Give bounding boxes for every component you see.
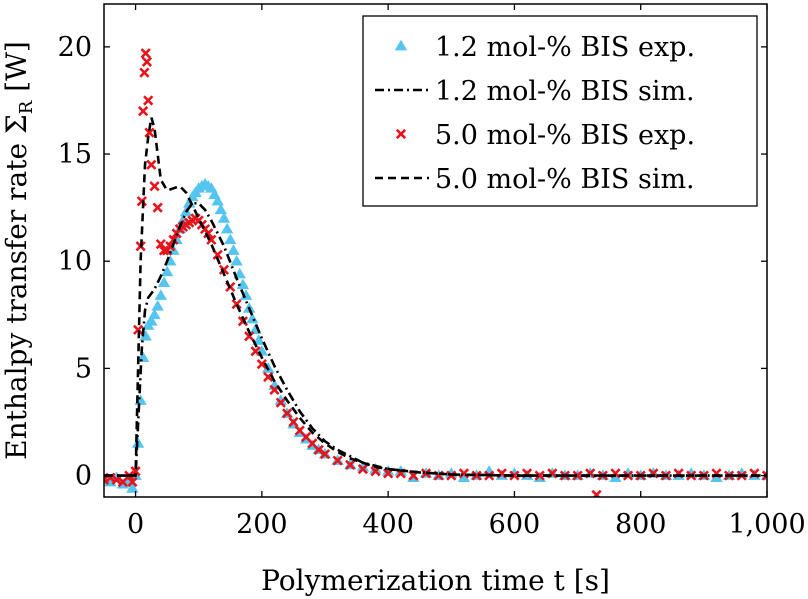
axis-ticks [104,4,768,497]
data-point [281,408,293,419]
x-tick-label: 800 [615,509,667,540]
data-point [458,468,470,479]
data-point [274,394,287,405]
data-point [246,312,259,324]
data-point [154,289,168,300]
data-point [149,181,160,192]
legend-item: 1.2 mol-% BIS exp. [394,32,695,63]
y-tick-label: 20 [58,32,92,63]
data-point [239,289,253,300]
series-3 [104,48,767,497]
data-point [231,298,242,310]
x-tick-label: 200 [236,509,288,540]
data-point [157,276,171,287]
data-point [218,264,230,275]
data-point [136,196,148,207]
legend: 1.2 mol-% BIS exp. 1.2 mol-% BIS sim. 5.0 … [362,15,758,207]
legend-marker [395,128,407,140]
data-point [275,397,286,408]
y-tick-label: 10 [58,246,92,277]
data-point [152,202,163,213]
data-point [144,127,155,138]
x-tick-label: 600 [489,509,541,540]
data-point [139,330,152,341]
data-point [313,444,324,455]
legend-label: 1.2 mol-% BIS sim. [435,76,695,107]
data-point [288,416,299,428]
data-point [224,233,237,245]
data-point [244,331,255,342]
legend-label: 5.0 mol-% BIS exp. [435,120,695,151]
data-point [220,222,234,234]
x-tick-label: 0 [127,509,144,540]
legend-item: 1.2 mol-% BIS sim. [375,76,695,107]
data-point [761,470,767,481]
legend-box [362,15,758,207]
data-point [227,244,240,255]
data-point [263,371,274,383]
data-point [143,95,154,106]
data-point [457,471,471,483]
data-point [132,324,144,335]
series-2 [104,202,767,477]
data-point [534,470,545,481]
data-point [332,455,343,466]
data-point [130,466,141,477]
data-point [127,476,138,488]
data-point [591,489,602,497]
data-point [104,474,110,485]
data-point [319,449,331,460]
series-4 [104,117,767,477]
legend-item: 5.0 mol-% BIS sim. [375,164,695,195]
series-line [104,202,767,477]
x-tick-label: 1,000 [728,509,805,540]
data-point [141,56,153,67]
legend-item: 5.0 mol-% BIS exp. [395,120,695,151]
data-point [236,278,250,290]
data-point [256,358,267,370]
plot-frame [103,3,768,498]
data-point [145,315,158,326]
data-point [509,470,520,481]
series-1 [104,177,767,493]
data-point [139,67,150,78]
data-point [217,212,231,223]
y-tick-label: 5 [75,353,92,384]
data-point [471,470,482,481]
data-point [158,245,170,256]
data-point [148,308,161,320]
data-point [357,464,369,475]
data-point [230,255,243,266]
data-point [160,265,174,277]
legend-label: 5.0 mol-% BIS sim. [435,164,695,195]
y-tick-label: 15 [58,139,92,170]
data-point [211,195,224,206]
series-line [104,117,767,477]
data-point [126,482,139,493]
data-point [250,346,261,357]
y-tick-label: 0 [75,461,92,492]
data-point [212,249,223,260]
legend-label: 1.2 mol-% BIS exp. [435,32,695,63]
plot-area [104,48,767,497]
data-point [168,234,179,245]
legend-marker [394,39,408,51]
x-tick-label: 400 [362,509,414,540]
x-axis-label: Polymerization time t [s] [261,564,610,597]
data-point [214,203,228,215]
data-point [138,106,149,117]
data-point [356,460,370,472]
data-point [151,300,164,311]
data-point [111,474,122,485]
data-point [146,159,157,170]
data-point [345,459,356,470]
data-point [572,470,583,481]
data-point [140,48,151,59]
y-axis-label: Enthalpy transfer rate ΣR [W] [0,41,37,460]
data-point [203,228,214,239]
tick-labels: 0 200 400 600 800 1,000 0 5 10 15 20 [58,32,806,540]
